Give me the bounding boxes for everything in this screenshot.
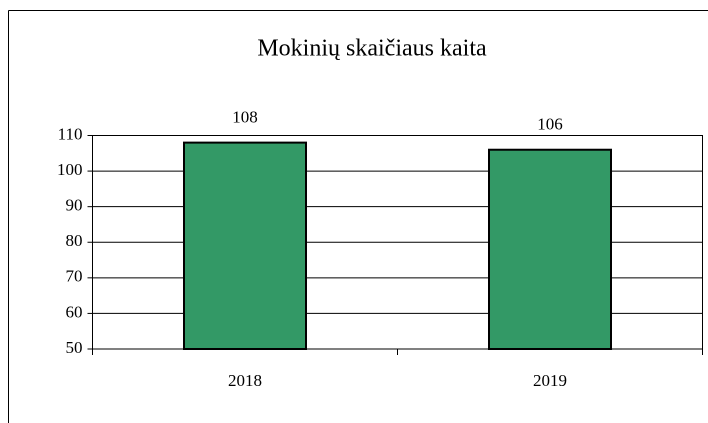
data-label: 108 — [232, 108, 258, 127]
chart-title: Mokinių skaičiaus kaita — [257, 36, 487, 62]
data-label: 106 — [537, 115, 563, 134]
y-tick-label: 60 — [66, 302, 83, 321]
y-tick-label: 50 — [66, 338, 83, 357]
bar — [488, 148, 612, 350]
y-tick-label: 70 — [66, 267, 83, 286]
y-tick-label: 90 — [66, 196, 83, 215]
y-tick-label: 80 — [66, 231, 83, 250]
x-tick-label: 2019 — [533, 371, 567, 390]
bar — [183, 141, 307, 350]
x-tick-label: 2018 — [228, 371, 262, 390]
y-tick-label: 110 — [58, 124, 83, 143]
y-tick-label: 100 — [57, 160, 83, 179]
